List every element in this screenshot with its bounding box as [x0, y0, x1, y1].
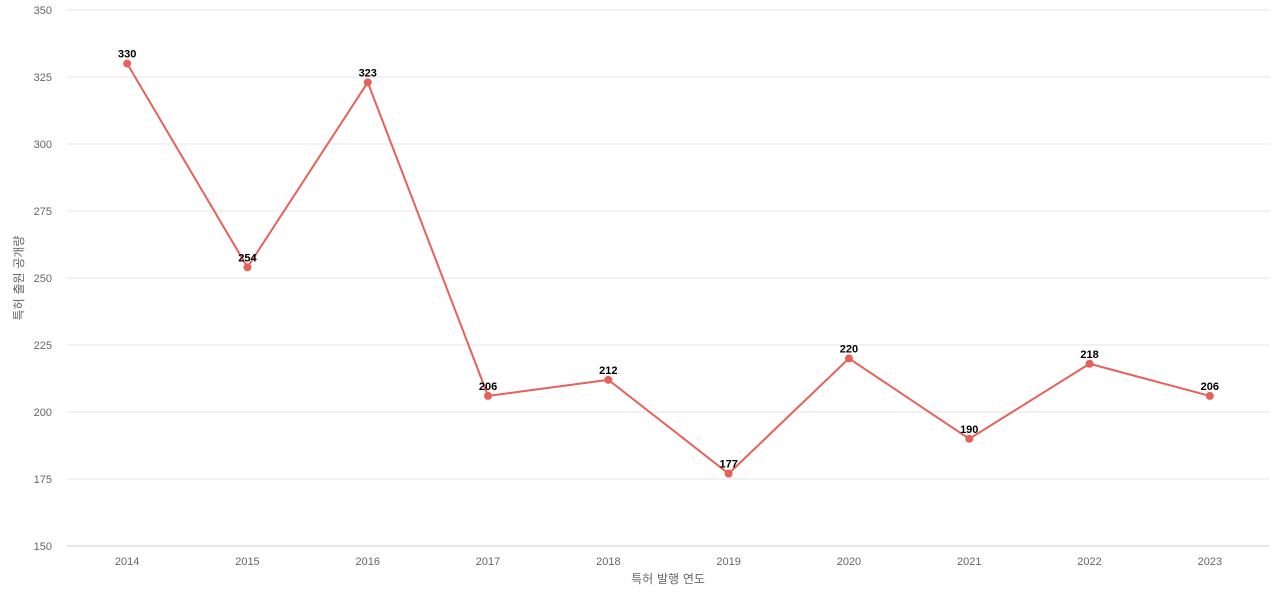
data-point — [844, 354, 853, 363]
data-label: 330 — [118, 49, 136, 61]
x-tick-label: 2017 — [476, 556, 500, 568]
data-points — [123, 59, 1214, 478]
x-tick-labels: 2014 2015 2016 2017 2018 2019 2020 2021 2022 2023 — [115, 556, 1222, 568]
x-tick-label: 2023 — [1198, 556, 1222, 568]
x-tick-label: 2016 — [356, 556, 380, 568]
data-point — [724, 469, 733, 478]
data-label: 323 — [359, 67, 377, 79]
data-label: 206 — [1201, 381, 1219, 393]
y-tick-labels: 150 175 200 225 250 275 300 325 350 — [34, 5, 52, 553]
data-point — [604, 375, 613, 384]
y-tick-label: 275 — [34, 206, 52, 218]
data-label: 220 — [840, 343, 858, 355]
x-tick-label: 2020 — [837, 556, 861, 568]
x-tick-label: 2022 — [1077, 556, 1101, 568]
x-axis-title: 특허 발행 연도 — [631, 571, 705, 586]
data-label: 190 — [960, 424, 978, 436]
series-line — [126, 63, 1211, 475]
data-label: 206 — [479, 381, 497, 393]
y-tick-label: 325 — [34, 72, 52, 84]
x-tick-label: 2015 — [235, 556, 259, 568]
data-point — [363, 78, 372, 87]
x-tick-label: 2021 — [957, 556, 981, 568]
data-label: 177 — [719, 459, 737, 471]
y-gridlines — [67, 9, 1270, 547]
x-tick-label: 2018 — [596, 556, 620, 568]
x-tick-label: 2014 — [115, 556, 139, 568]
y-tick-label: 350 — [34, 5, 52, 17]
data-label: 212 — [599, 365, 617, 377]
y-tick-label: 175 — [34, 474, 52, 486]
data-label: 218 — [1080, 349, 1098, 361]
y-tick-label: 300 — [34, 139, 52, 151]
data-point — [965, 434, 974, 443]
data-point — [484, 391, 493, 400]
x-tick-label: 2019 — [716, 556, 740, 568]
data-point — [123, 59, 132, 68]
data-labels: 330 254 323 206 212 177 220 190 218 206 — [118, 49, 1219, 471]
data-label: 254 — [238, 252, 257, 264]
y-tick-label: 225 — [34, 340, 52, 352]
data-point — [1085, 359, 1094, 368]
data-point — [1205, 391, 1214, 400]
y-tick-label: 200 — [34, 407, 52, 419]
y-tick-label: 250 — [34, 273, 52, 285]
data-point — [243, 263, 252, 272]
y-axis-title: 특허 출원 공개량 — [12, 236, 26, 321]
y-tick-label: 150 — [34, 541, 52, 553]
